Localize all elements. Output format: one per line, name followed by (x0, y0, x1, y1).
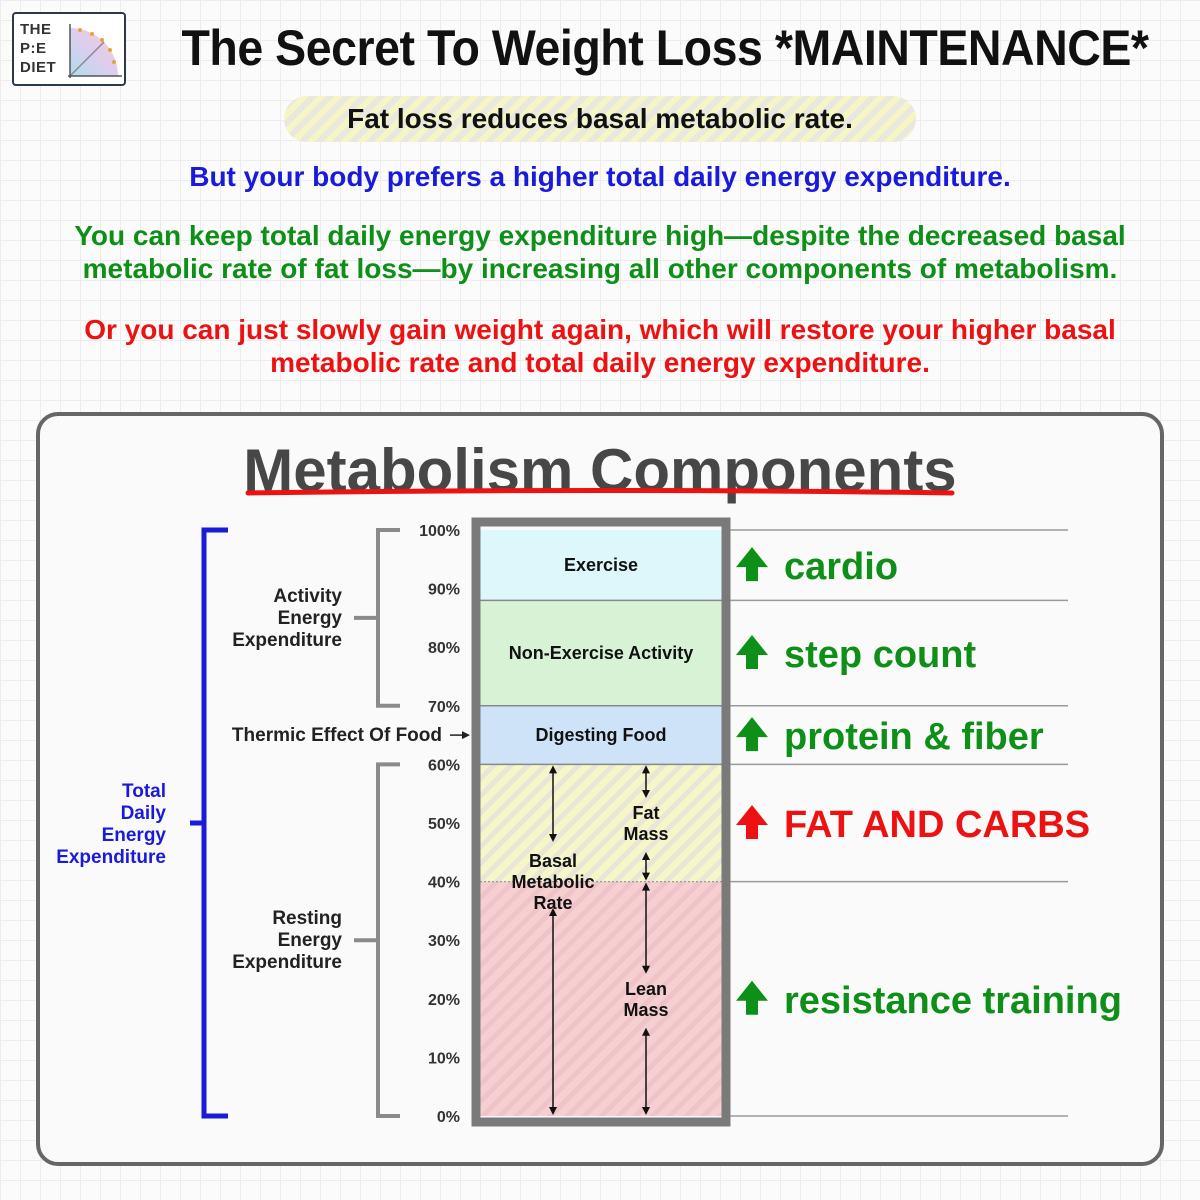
tip-text: step count (784, 634, 976, 676)
red-statement: Or you can just slowly gain weight again… (84, 314, 1116, 378)
segment-label-tef: Digesting Food (536, 725, 667, 745)
segment-label-exercise: Exercise (564, 555, 638, 575)
activity-label: Activity Energy Expenditure (232, 586, 342, 651)
segment-lean-mass (480, 881, 722, 1116)
tip-protein-fiber: protein & fiber (736, 716, 1044, 758)
logo-line-1: THE (20, 21, 52, 38)
tip-resistance-training: resistance training (736, 980, 1122, 1022)
tick-label: 0% (437, 1109, 460, 1126)
tip-text: protein & fiber (784, 716, 1044, 758)
segment-neat (480, 600, 722, 706)
tick-label: 30% (428, 933, 460, 950)
logo-line-2: P:E (20, 40, 47, 57)
bar-frame (471, 517, 731, 1127)
tick-label: 70% (428, 699, 460, 716)
title-underline (245, 488, 955, 496)
tip-text: cardio (784, 546, 898, 588)
up-arrow-icon (736, 717, 768, 752)
tick-label: 60% (428, 757, 460, 774)
tick-label: 50% (428, 816, 460, 833)
tick-label: 10% (428, 1050, 460, 1067)
tdee-label: Total Daily Energy Expenditure (56, 781, 166, 868)
blue-statement: But your body prefers a higher total dai… (189, 161, 1011, 192)
tip-step-count: step count (736, 634, 976, 676)
tip-text: resistance training (784, 980, 1122, 1022)
tef-label: Thermic Effect Of Food (232, 725, 442, 746)
tdee-bracket (190, 527, 228, 1119)
tick-label: 20% (428, 992, 460, 1009)
tick-label: 80% (428, 640, 460, 657)
segment-tef (480, 705, 722, 765)
segment-fat-mass (480, 764, 722, 882)
up-arrow-icon (736, 547, 768, 582)
bmr-label: Basal Metabolic Rate (511, 851, 594, 913)
segment-exercise (480, 530, 722, 601)
tip-text: FAT AND CARBS (784, 804, 1090, 846)
page-title: The Secret To Weight Loss *MAINTENANCE* (181, 20, 1149, 76)
resting-label: Resting Energy Expenditure (232, 908, 342, 973)
segment-label-neat: Non-Exercise Activity (509, 643, 693, 663)
fat-mass-label: Fat Mass (623, 803, 668, 844)
tick-label: 40% (428, 875, 460, 892)
tick-label: 90% (428, 582, 460, 599)
tick-label: 100% (419, 523, 460, 540)
tip-fat-and-carbs: FAT AND CARBS (736, 804, 1090, 846)
logo-line-3: DIET (20, 59, 57, 76)
logo-quarter-circle-icon (68, 24, 122, 78)
resting-bracket (354, 762, 400, 1118)
green-statement: You can keep total daily energy expendit… (74, 220, 1126, 284)
up-arrow-icon (736, 805, 768, 839)
lean-mass-label: Lean Mass (623, 979, 668, 1020)
up-arrow-icon (736, 980, 768, 1015)
up-arrow-icon (736, 635, 768, 670)
pe-diet-logo: THE P:E DIET (12, 12, 126, 86)
tip-cardio: cardio (736, 546, 898, 588)
activity-bracket (354, 528, 400, 708)
subtitle-banner: Fat loss reduces basal metabolic rate. (284, 96, 916, 142)
